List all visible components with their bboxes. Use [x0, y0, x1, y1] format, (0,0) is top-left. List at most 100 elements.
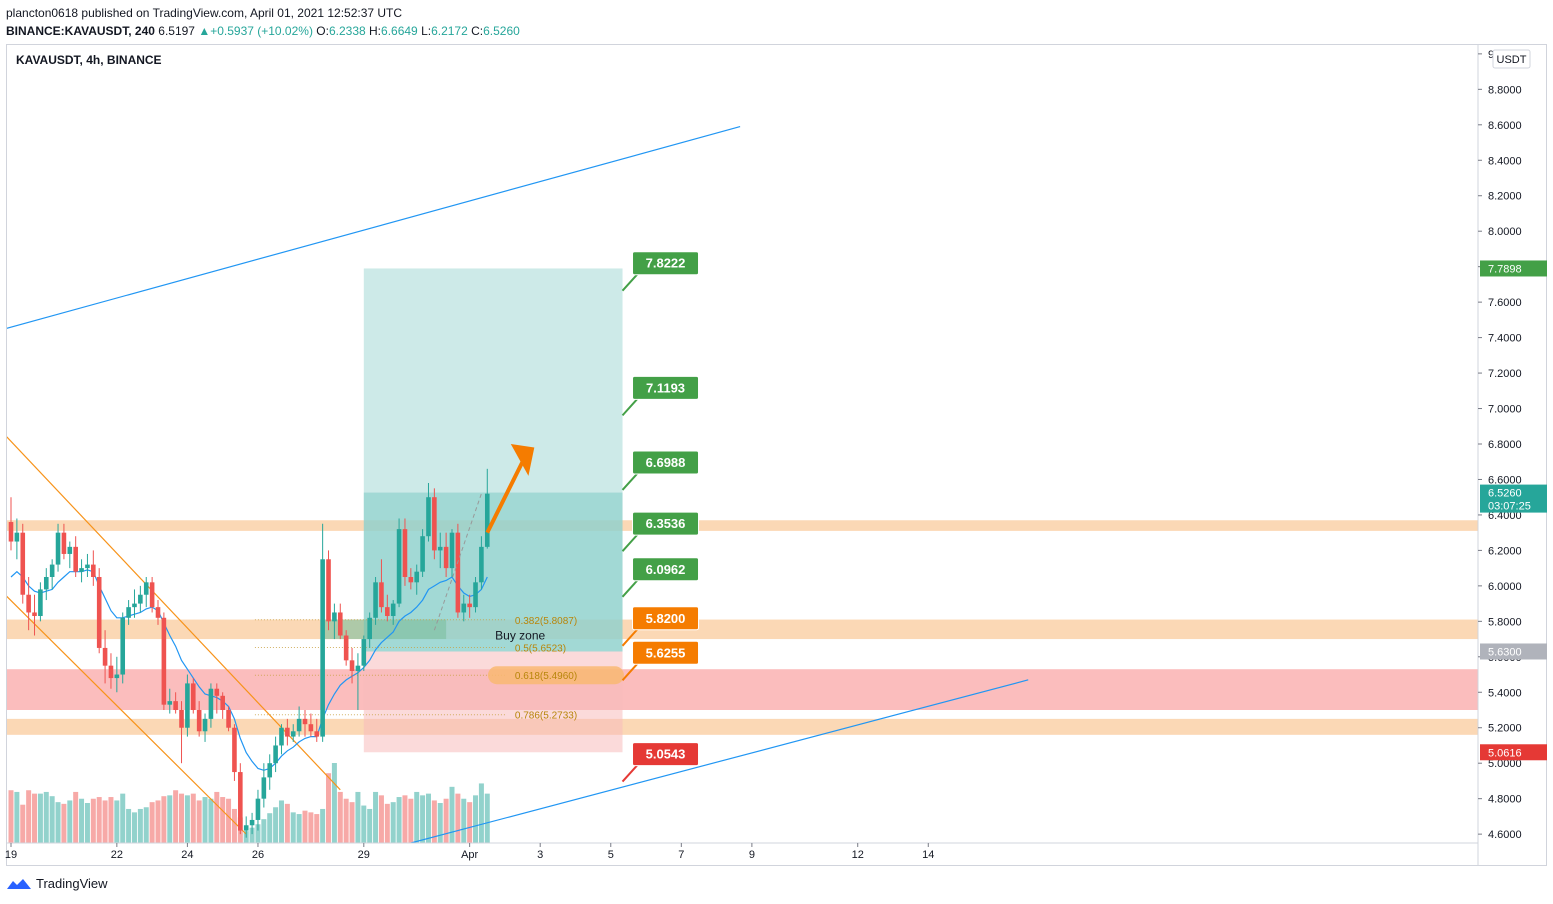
volume-bar: [337, 791, 343, 843]
volume-bar: [420, 795, 426, 843]
candle-body: [102, 647, 108, 666]
time-tick-label: 7: [678, 849, 684, 861]
volume-bar: [184, 795, 190, 843]
candle-body: [208, 688, 214, 719]
candle-body: [326, 559, 331, 622]
candle-body: [61, 532, 67, 554]
candle-body: [214, 688, 220, 696]
volume-bar: [202, 797, 208, 843]
target-value: 6.3536: [646, 516, 686, 531]
price-tick-label: 5.2000: [1488, 723, 1522, 735]
volume-bar: [378, 795, 384, 843]
candle-body: [296, 718, 302, 732]
volume-bar: [255, 824, 261, 843]
volume-bar: [261, 819, 267, 843]
close-value: 6.5260: [483, 24, 520, 38]
volume-bar: [108, 797, 114, 843]
volume-bar: [37, 793, 43, 843]
volume-bar: [443, 798, 449, 843]
candle-body: [120, 617, 126, 675]
candle-body: [96, 577, 102, 648]
candle-body: [385, 607, 390, 617]
support-zone-1: [7, 619, 1478, 640]
candle-body: [355, 665, 361, 671]
projection-line: [433, 493, 482, 631]
volume-bar: [449, 786, 455, 843]
volume-bar: [461, 798, 467, 843]
target-value: 5.8200: [646, 611, 686, 626]
last-price: 6.5197: [158, 24, 195, 38]
candle-body: [320, 559, 325, 737]
tradingview-footer: TradingView: [6, 876, 108, 891]
candle-body: [343, 635, 349, 661]
candle-body: [149, 582, 155, 608]
candle-body: [38, 589, 43, 617]
fib-label: 0.618(5.4960): [515, 671, 577, 682]
candle-body: [402, 529, 408, 577]
volume-bar: [384, 803, 390, 843]
time-tick-label: 19: [5, 849, 17, 861]
candle-body: [132, 603, 137, 608]
candle-body: [420, 536, 425, 572]
target-badge: [632, 511, 700, 536]
candle-body: [238, 772, 243, 831]
candle-body: [437, 546, 443, 551]
price-tick-label: 6.2000: [1488, 545, 1522, 557]
candle-body: [279, 727, 284, 746]
price-tick-label: 6.0000: [1488, 581, 1522, 593]
candle-body: [408, 577, 414, 583]
volume-bar: [84, 803, 90, 843]
candle-body: [373, 582, 378, 618]
volume-bar: [367, 808, 373, 843]
volume-bar: [90, 798, 96, 843]
target-badge: [632, 640, 700, 665]
volume-bar: [414, 791, 420, 843]
volume-bar: [61, 803, 67, 843]
candle-body: [173, 701, 178, 710]
volume-bar: [137, 808, 143, 843]
volume-bar: [249, 827, 255, 843]
fib-label: 0.5(5.6523): [515, 644, 566, 655]
price-tick-label: 4.8000: [1488, 794, 1522, 806]
target-value: 6.6988: [646, 455, 686, 470]
volume-bar: [196, 800, 202, 843]
volume-bar: [231, 808, 237, 843]
fib-highlight: [487, 666, 624, 685]
volume-bar: [484, 793, 490, 843]
volume-bar: [179, 793, 185, 843]
price-unit-label: USDT: [1497, 54, 1527, 66]
price-tag: [1480, 744, 1547, 761]
volume-bar: [161, 796, 167, 843]
target-badge: [632, 557, 700, 582]
volume-bar: [149, 802, 155, 843]
fib-label: 0.382(5.8087): [515, 616, 577, 627]
price-tick-label: 8.8000: [1488, 84, 1522, 96]
candle-body: [167, 701, 173, 705]
candle-body: [243, 825, 249, 831]
volume-bar: [390, 802, 396, 843]
time-tick-label: 5: [608, 849, 614, 861]
volume-bar: [308, 812, 314, 843]
candle-body: [273, 745, 278, 764]
candle-body: [114, 674, 120, 679]
candle-body: [467, 603, 472, 608]
candle-body: [308, 724, 314, 732]
plot-area: 0.382(5.8087) 0.5(5.6523) 0.618(5.4960) 0.7…: [7, 125, 1478, 843]
volume-bar: [314, 814, 320, 843]
price-tick-label: 8.4000: [1488, 155, 1522, 167]
target-badge: [632, 450, 700, 475]
support-zone-0: [7, 520, 1478, 531]
volume-bar: [167, 795, 173, 843]
candle-body: [479, 546, 484, 583]
volume-bar: [8, 790, 14, 843]
target-value: 6.0962: [646, 562, 686, 577]
candle-body: [155, 607, 161, 618]
volume-bar: [467, 802, 473, 843]
price-tick-label: 8.2000: [1488, 191, 1522, 203]
candle-body: [26, 594, 31, 613]
candle-body: [179, 710, 184, 728]
time-tick-label: 3: [537, 849, 543, 861]
low-label: L:: [421, 24, 432, 38]
price-change: +0.5937 (+10.02%): [210, 24, 313, 38]
